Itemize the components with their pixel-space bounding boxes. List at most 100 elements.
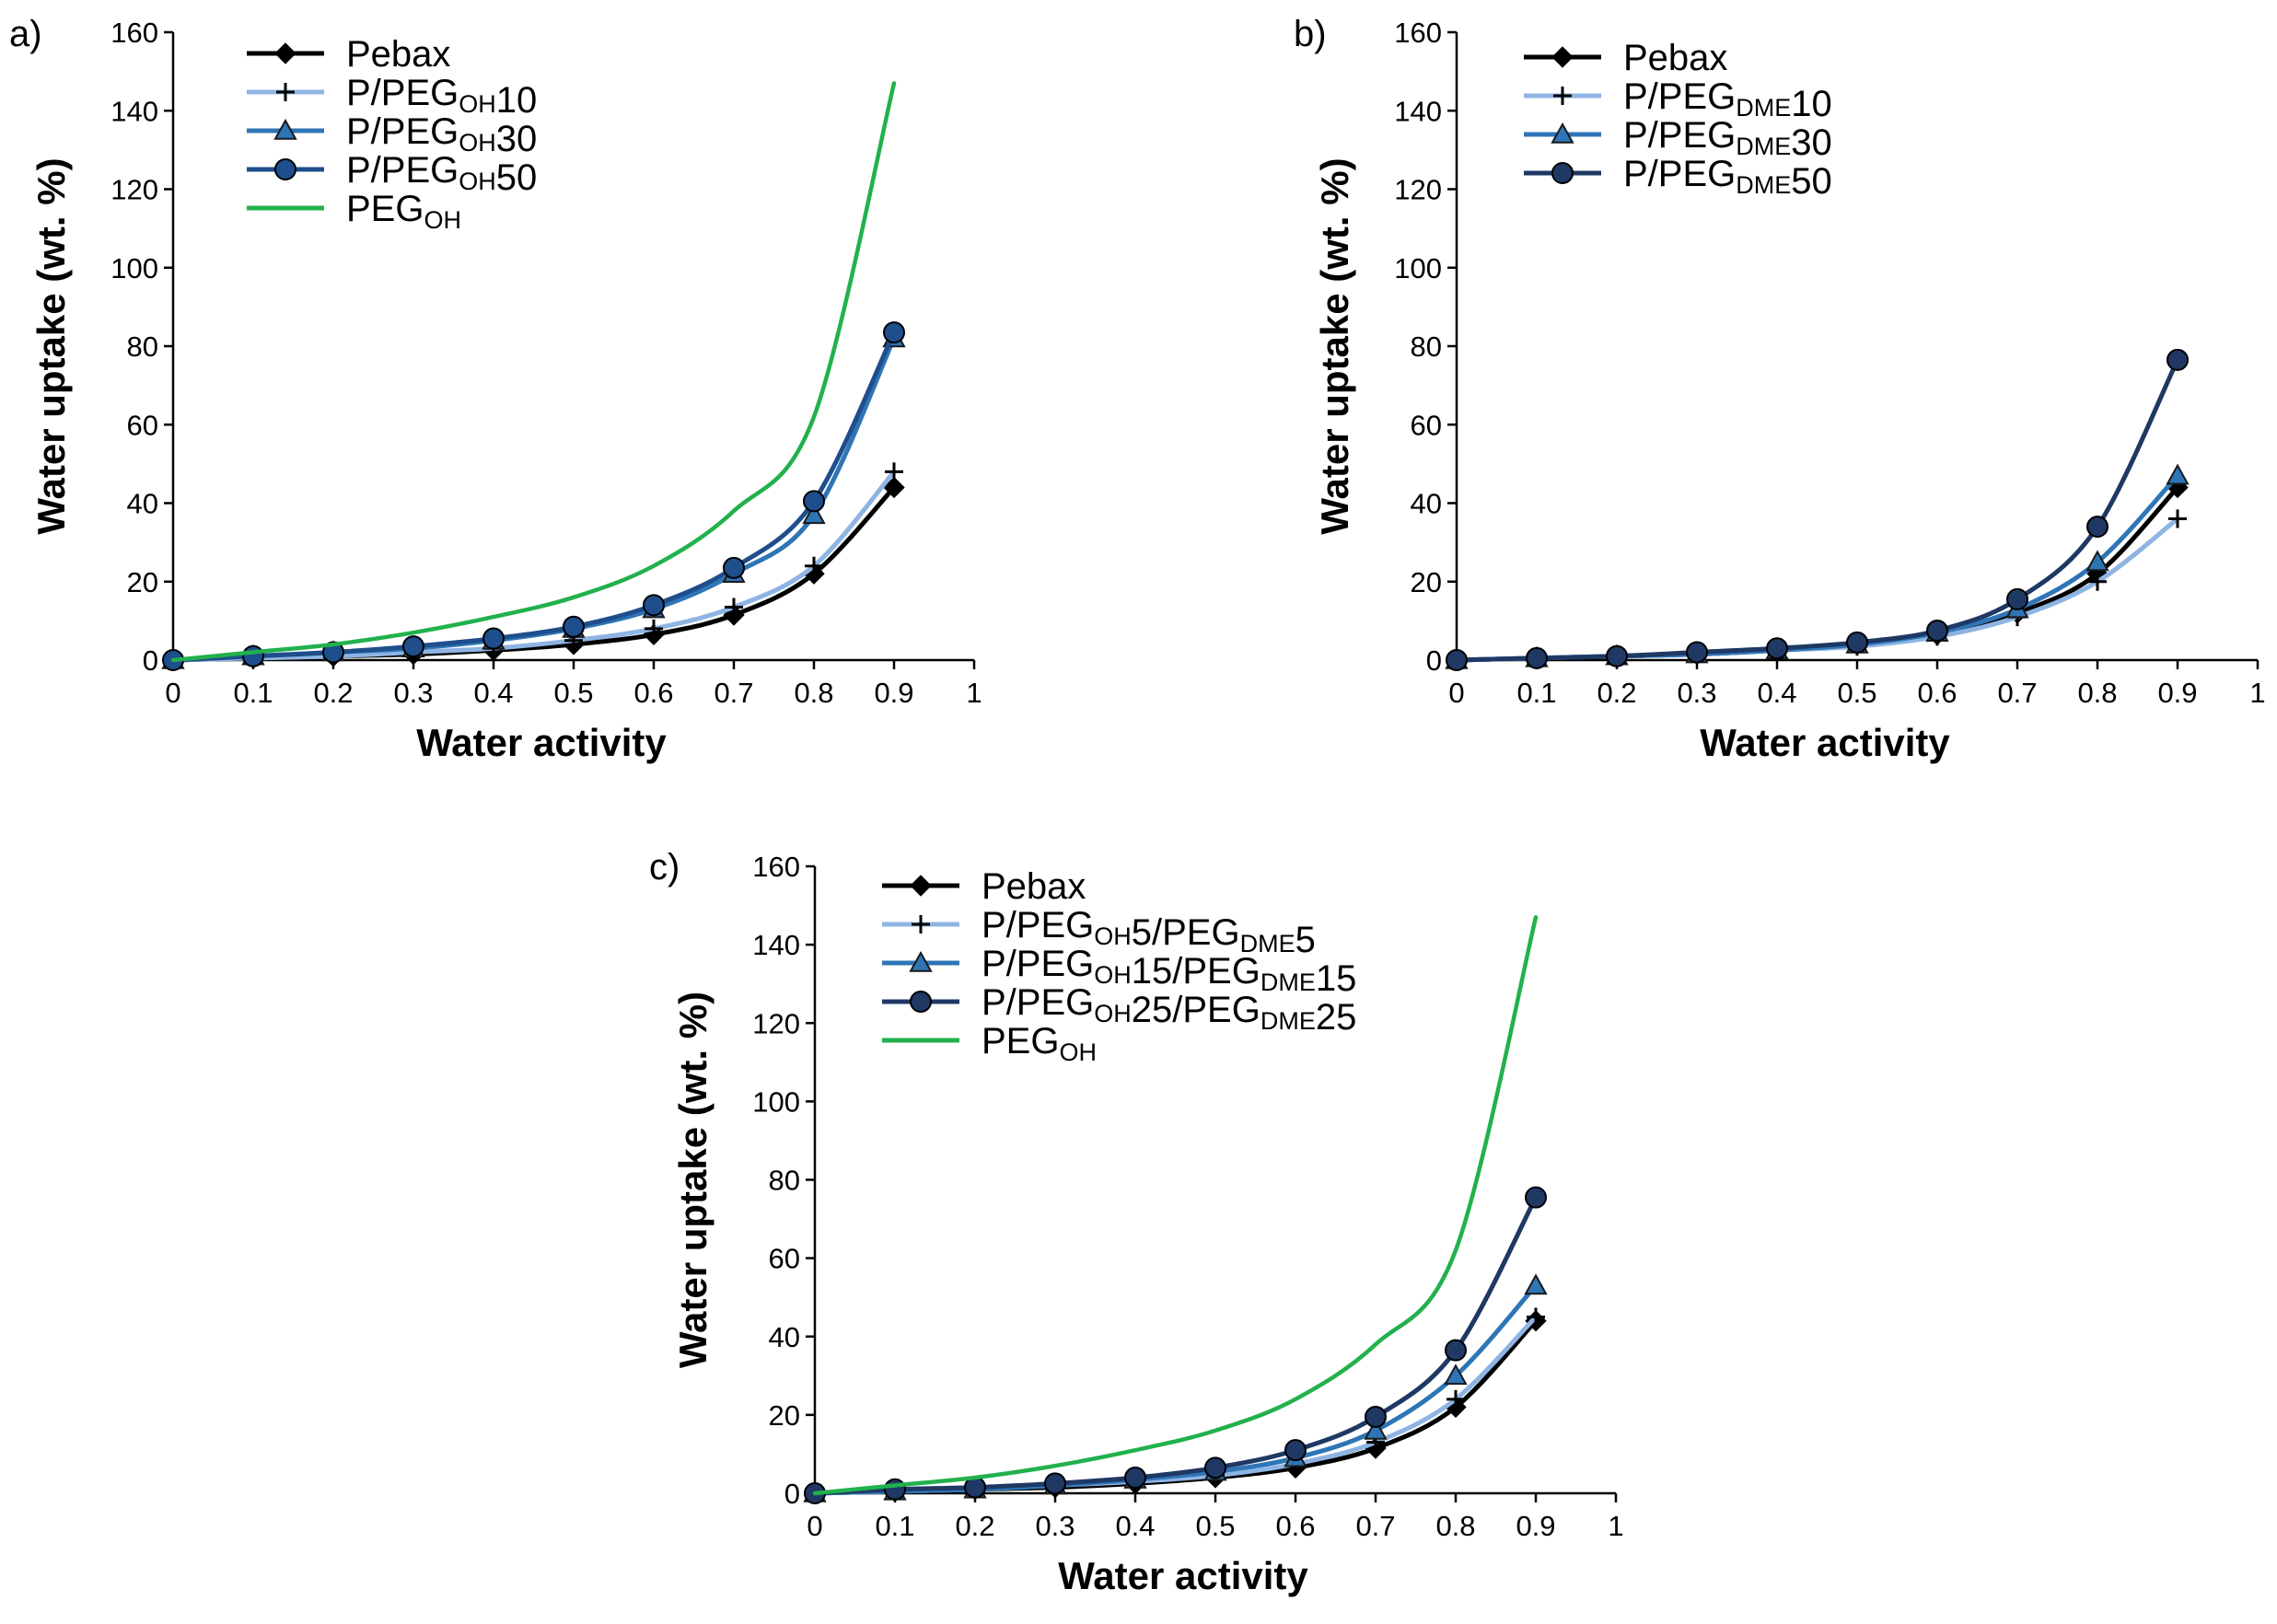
panel-c-legend-marker: [910, 991, 932, 1013]
panel-a-legend-marker: [273, 118, 297, 140]
panel-b-chart: b) 0 20 40 60 80 100 120 140 160 0 0.1 0.2 0.3 0.4 0.5 0…: [1294, 14, 2266, 764]
panel-a-x-tick-label: 0.4: [473, 677, 513, 709]
panel-a-x-tick-label: 0.3: [393, 677, 433, 709]
panel-a-series-3-line: [170, 330, 897, 663]
panel-a-chart: a) 0 20 40 60 80 100 120 140 160 0 0.1 0.2 0.3 0.4 0.5 0…: [9, 14, 982, 764]
panel-a-legend-label: P/PEGOH30: [346, 111, 537, 159]
panel-a-legend-label: P/PEGOH50: [346, 150, 537, 198]
panel-c-x-tick-label: 0.6: [1275, 1510, 1315, 1542]
panel-c-series-1-point: [1527, 1307, 1545, 1327]
panel-b-y-tick-label: 120: [1394, 174, 1442, 206]
panel-a-y-tick-label: 20: [127, 566, 158, 598]
panel-c-series-1-point: [1446, 1389, 1465, 1409]
panel-c-x-tick-label: 0: [807, 1510, 822, 1542]
panel-c-series-3: [804, 1186, 1547, 1504]
panel-a-series-1-point: [645, 619, 663, 638]
panel-b-y-tick-label: 40: [1411, 488, 1442, 520]
panel-a-y-tick-label: 160: [110, 17, 158, 49]
panel-a-y-tick-label: 0: [143, 644, 158, 677]
panel-c-series-1-line: [812, 1315, 1539, 1496]
panel-c-x-tick-label: 1: [1608, 1510, 1623, 1542]
panel-b-series-2: [1445, 463, 2190, 669]
panel-a-x-axis-title: Water activity: [416, 721, 667, 764]
panel-b-series-2-point: [2166, 463, 2190, 485]
panel-a-x-tick-label: 0.5: [553, 677, 593, 709]
panel-c-x-tick-label: 0.7: [1355, 1510, 1395, 1542]
panel-b-series-3-point: [1686, 641, 1708, 664]
panel-b-legend-marker: [1551, 122, 1574, 144]
panel-b-series-3-point: [1446, 649, 1468, 671]
panel-b-x-tick-label: 1: [2249, 677, 2265, 709]
panel-c-series-4-line: [812, 915, 1539, 1496]
panel-a-series-2-point: [802, 503, 826, 525]
panel-b-series-1-point: [2088, 572, 2107, 591]
panel-c-x-tick-label: 0.5: [1195, 1510, 1235, 1542]
panel-b-legend-marker: [1551, 46, 1574, 68]
panel-b-y-tick-label: 140: [1394, 95, 1442, 127]
panel-b-x-tick-label: 0.7: [1997, 677, 2037, 709]
panel-b-series-1-point: [2168, 509, 2187, 528]
panel-a-series-4: [170, 81, 897, 663]
panel-c-legend-marker: [910, 875, 932, 897]
panel-a-series-0: [162, 476, 905, 671]
panel-b-series-3-point: [2167, 348, 2189, 371]
panel-a-series-3-point: [723, 556, 745, 579]
panel-a-series-3-point: [643, 594, 665, 617]
panel-c-y-tick-label: 0: [784, 1478, 800, 1510]
panel-c-x-tick-label: 0.4: [1115, 1510, 1155, 1542]
panel-c-series-3-point: [1124, 1466, 1146, 1489]
panel-a-x-tick-label: 0.1: [233, 677, 273, 709]
panel-a-series-1-line: [170, 469, 897, 663]
panel-c-series-3-point: [1365, 1406, 1387, 1429]
panel-a-y-tick-label: 140: [110, 95, 158, 127]
panel-c-series-3-line: [812, 1195, 1539, 1496]
panel-b-x-tick-label: 0.2: [1597, 677, 1636, 709]
panel-c-series-3-point: [1204, 1456, 1226, 1479]
panel-c-y-tick-label: 80: [769, 1165, 800, 1197]
panel-b-series-3-point: [1846, 631, 1868, 654]
panel-c-legend-label: P/PEGOH5/PEGDME5: [982, 905, 1316, 960]
panel-c-y-tick-label: 100: [752, 1085, 800, 1118]
panel-a-x-tick-label: 0.6: [633, 677, 673, 709]
panel-b-y-tick-label: 160: [1394, 17, 1442, 49]
panel-c-series-2: [803, 1273, 1548, 1502]
panel-a-series-1-point: [885, 462, 903, 481]
panel-a-y-tick-label: 80: [127, 331, 158, 363]
panel-c-y-tick-label: 40: [769, 1321, 800, 1353]
panel-a-series-1: [164, 462, 903, 669]
panel-a-series-3-point: [803, 490, 825, 513]
panel-b-series-3: [1446, 348, 2189, 671]
panel-a-legend-label: P/PEGOH10: [346, 73, 537, 121]
panel-b-x-tick-label: 0: [1448, 677, 1464, 709]
panel-a-series-1-point: [725, 597, 743, 617]
panel-a-y-tick-label: 120: [110, 174, 158, 206]
panel-b-legend-label: Pebax: [1623, 38, 1727, 78]
panel-b-legend-label: P/PEGDME30: [1623, 115, 1832, 163]
panel-b-x-tick-label: 0.3: [1677, 677, 1716, 709]
panel-c-series-3-point: [1044, 1472, 1066, 1495]
panel-a-legend-marker: [274, 158, 296, 180]
panel-c-x-axis-title: Water activity: [1058, 1554, 1308, 1597]
panel-c-series-2-line: [812, 1282, 1539, 1496]
panel-a-series-4-line: [170, 81, 897, 663]
panel-b-legend-marker: [1553, 87, 1572, 105]
panel-a-series-3-point: [402, 635, 424, 658]
panel-c-y-tick-label: 160: [752, 851, 800, 883]
panel-b-y-tick-label: 0: [1426, 644, 1442, 677]
panel-c-y-tick-label: 120: [752, 1007, 800, 1039]
panel-a-legend-label: PEGOH: [346, 189, 461, 234]
panel-b-series-3-point: [1766, 637, 1788, 660]
panel-a-series-1-point: [805, 556, 823, 575]
panel-b-y-axis-title: Water uptake (wt. %): [1313, 157, 1356, 534]
panel-a-x-tick-label: 0.2: [313, 677, 353, 709]
panel-b-y-tick-label: 80: [1411, 331, 1442, 363]
panel-c-y-tick-label: 140: [752, 929, 800, 961]
panel-a-legend-label: Pebax: [346, 34, 450, 75]
panel-a-series-3: [162, 321, 905, 671]
panel-c-x-tick-label: 0.3: [1035, 1510, 1075, 1542]
panel-c-x-tick-label: 0.8: [1435, 1510, 1475, 1542]
panel-a-y-tick-label: 60: [127, 409, 158, 441]
